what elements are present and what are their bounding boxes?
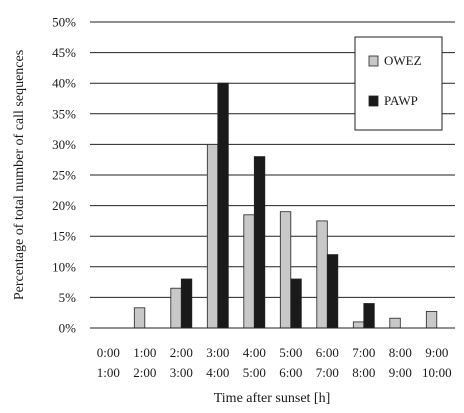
x-tick-label: 0:00 1:00 bbox=[97, 345, 120, 380]
x-tick-label-line: 6:00 bbox=[279, 365, 302, 380]
legend: OWEZ PAWP bbox=[354, 36, 443, 131]
x-tick-label-line: 4:00 bbox=[206, 365, 229, 380]
y-tick-labels: 0% 5% 10% 15% 20% 25% 30% 35% 40% 45% 50% bbox=[52, 15, 76, 336]
legend-swatch-pawp bbox=[368, 95, 379, 107]
legend-label-owez: OWEZ bbox=[384, 53, 422, 68]
bar-owez bbox=[133, 307, 146, 329]
x-tick-label-line: 3:00 bbox=[170, 365, 193, 380]
x-tick-label: 3:00 4:00 bbox=[206, 345, 229, 380]
x-tick-label-line: 7:00 bbox=[316, 365, 339, 380]
x-axis-title: Time after sunset [h] bbox=[214, 391, 331, 406]
bars bbox=[133, 82, 438, 329]
bar-pawp bbox=[290, 278, 302, 329]
x-tick-label: 1:00 2:00 bbox=[133, 345, 156, 380]
bar-pawp bbox=[253, 156, 266, 329]
x-tick-label: 4:00 5:00 bbox=[243, 345, 266, 380]
x-tick-label-line: 10:00 bbox=[422, 365, 452, 380]
legend-box bbox=[354, 36, 443, 131]
x-tick-label-line: 8:00 bbox=[389, 345, 412, 360]
x-tick-label: 8:00 9:00 bbox=[389, 345, 412, 380]
x-tick-label: 6:00 7:00 bbox=[316, 345, 339, 380]
bar-owez bbox=[316, 220, 328, 329]
legend-swatch-owez bbox=[368, 55, 379, 67]
x-tick-label: 7:00 8:00 bbox=[352, 345, 375, 380]
y-tick-label: 40% bbox=[52, 76, 76, 91]
y-tick-label: 5% bbox=[59, 290, 77, 305]
bar-pawp bbox=[326, 254, 339, 329]
y-tick-label: 20% bbox=[52, 198, 76, 213]
x-tick-label-line: 8:00 bbox=[352, 365, 375, 380]
x-tick-label-line: 2:00 bbox=[170, 345, 193, 360]
x-tick-label-line: 9:00 bbox=[425, 345, 448, 360]
bar-owez bbox=[206, 143, 219, 329]
x-tick-label-line: 2:00 bbox=[133, 365, 156, 380]
bar-pawp bbox=[180, 278, 193, 329]
bar-owez bbox=[243, 214, 255, 329]
x-tick-label-line: 5:00 bbox=[279, 345, 302, 360]
y-axis-title: Percentage of total number of call seque… bbox=[12, 50, 27, 300]
x-tick-label-line: 6:00 bbox=[316, 345, 339, 360]
x-tick-label-line: 5:00 bbox=[243, 365, 266, 380]
x-tick-label-line: 0:00 bbox=[97, 345, 120, 360]
bar-owez bbox=[279, 211, 292, 329]
x-tick-label-line: 4:00 bbox=[243, 345, 266, 360]
legend-label-pawp: PAWP bbox=[384, 93, 418, 108]
y-tick-label: 50% bbox=[52, 15, 76, 30]
x-tick-label: 9:00 10:00 bbox=[422, 345, 452, 380]
y-tick-label: 45% bbox=[52, 45, 76, 60]
x-tick-labels: 0:00 1:00 1:00 2:00 2:00 3:00 3:00 4:00 4:00 5:00… bbox=[97, 345, 452, 380]
bar-owez bbox=[425, 311, 438, 329]
x-tick-label-line: 1:00 bbox=[133, 345, 156, 360]
y-tick-label: 0% bbox=[59, 321, 77, 336]
x-tick-label-line: 7:00 bbox=[352, 345, 375, 360]
x-tick-label-line: 1:00 bbox=[97, 365, 120, 380]
x-tick-label: 5:00 6:00 bbox=[279, 345, 302, 380]
bar-owez bbox=[352, 321, 365, 329]
y-tick-label: 15% bbox=[52, 229, 76, 244]
x-tick-label-line: 9:00 bbox=[389, 365, 412, 380]
y-tick-label: 30% bbox=[52, 137, 76, 152]
y-tick-label: 10% bbox=[52, 259, 76, 274]
bar-owez bbox=[389, 317, 401, 329]
bar-pawp bbox=[363, 303, 375, 329]
x-tick-label: 2:00 3:00 bbox=[170, 345, 193, 380]
x-tick-label-line: 3:00 bbox=[206, 345, 229, 360]
y-tick-label: 35% bbox=[52, 106, 76, 121]
bar-pawp bbox=[217, 82, 229, 329]
bar-owez bbox=[170, 287, 182, 329]
y-tick-label: 25% bbox=[52, 168, 76, 183]
gridlines bbox=[90, 21, 455, 298]
